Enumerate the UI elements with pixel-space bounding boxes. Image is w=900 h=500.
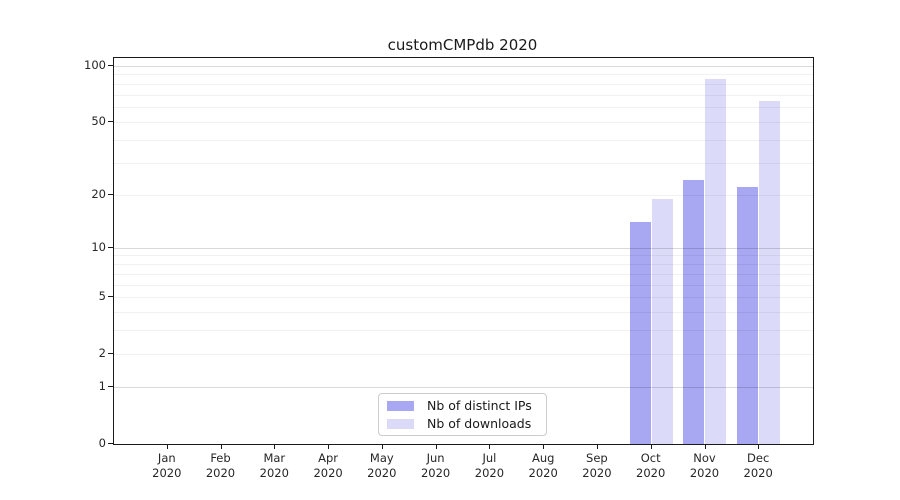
x-tick-mark	[435, 444, 437, 449]
gridline-minor	[114, 121, 813, 123]
x-tick-mark	[166, 444, 168, 449]
y-axis-tick-label: 100	[84, 57, 106, 72]
x-tick-mark	[543, 444, 545, 449]
legend-swatch-distinct-ips	[387, 400, 414, 411]
y-axis-tick-label: 2	[98, 346, 106, 360]
x-axis-tick-label: May 2020	[367, 451, 397, 480]
x-tick-mark	[704, 444, 706, 449]
x-axis-tick-label: Sep 2020	[582, 451, 612, 480]
x-axis-tick-label: Oct 2020	[636, 451, 666, 480]
plot-area	[113, 57, 814, 445]
gridline-minor	[114, 354, 813, 355]
gridline-minor	[114, 83, 813, 85]
y-tick-mark	[108, 64, 113, 66]
y-tick-mark	[108, 296, 113, 298]
gridline-minor	[114, 312, 813, 314]
x-tick-mark	[489, 444, 491, 449]
gridline-major	[114, 65, 813, 67]
chart-title: customCMPdb 2020	[387, 36, 538, 54]
bar-downloads-oct	[651, 198, 673, 444]
gridline-minor	[114, 107, 813, 109]
legend-label-downloads: Nb of downloads	[427, 416, 532, 431]
y-axis-tick-label: 0	[98, 436, 106, 450]
x-axis-tick-label: Apr 2020	[313, 451, 343, 480]
gridline-minor	[114, 263, 813, 265]
x-axis-tick-label: Jul 2020	[474, 451, 505, 480]
gridline-minor	[114, 74, 813, 76]
x-tick-mark	[274, 444, 276, 449]
x-tick-mark	[328, 444, 330, 449]
bar-distinct-ips-dec	[737, 187, 759, 444]
x-axis-tick-label: Jan 2020	[152, 451, 182, 480]
legend-swatch-downloads	[387, 418, 414, 429]
bar-downloads-dec	[759, 100, 781, 444]
y-axis-tick-label: 1	[98, 379, 106, 394]
x-axis-tick-label: Aug 2020	[528, 451, 558, 480]
x-axis-tick-label: Nov 2020	[689, 451, 720, 480]
bar-distinct-ips-nov	[683, 180, 705, 444]
x-axis-tick-label: Feb 2020	[205, 451, 236, 480]
y-tick-mark	[108, 193, 113, 195]
y-tick-mark	[108, 443, 113, 444]
gridline-major	[114, 247, 813, 249]
legend: Nb of distinct IPs Nb of downloads	[378, 393, 547, 436]
y-tick-mark	[108, 353, 113, 354]
legend-item-downloads: Nb of downloads	[379, 416, 546, 431]
gridline-major	[114, 387, 813, 389]
legend-item-distinct-ips: Nb of distinct IPs	[379, 398, 546, 413]
x-tick-mark	[650, 444, 652, 449]
x-axis-tick-label: Jun 2020	[420, 451, 451, 480]
y-tick-mark	[108, 386, 113, 388]
x-axis-tick-label: Dec 2020	[743, 451, 773, 480]
x-tick-mark	[220, 444, 222, 449]
y-tick-mark	[108, 246, 113, 248]
bar-distinct-ips-oct	[629, 222, 651, 444]
gridline-minor	[114, 194, 813, 196]
gridline-minor	[114, 94, 813, 96]
y-axis-tick-label: 5	[98, 289, 106, 304]
gridline-minor	[114, 139, 813, 141]
gridline-minor	[114, 284, 813, 286]
gridline-minor	[114, 255, 813, 257]
bar-downloads-nov	[705, 78, 727, 444]
y-axis-tick-label: 50	[91, 113, 106, 128]
gridline-minor	[114, 273, 813, 275]
x-tick-mark	[758, 444, 760, 449]
y-axis-tick-label: 10	[91, 239, 106, 254]
legend-label-distinct-ips: Nb of distinct IPs	[427, 398, 532, 413]
x-axis-tick-label: Mar 2020	[259, 451, 289, 480]
x-tick-mark	[596, 444, 598, 449]
gridline-minor	[114, 297, 813, 299]
y-axis-tick-label: 20	[91, 186, 106, 201]
y-tick-mark	[108, 120, 113, 122]
x-tick-mark	[381, 444, 383, 449]
gridline-minor	[114, 162, 813, 164]
gridline-minor	[114, 330, 813, 332]
